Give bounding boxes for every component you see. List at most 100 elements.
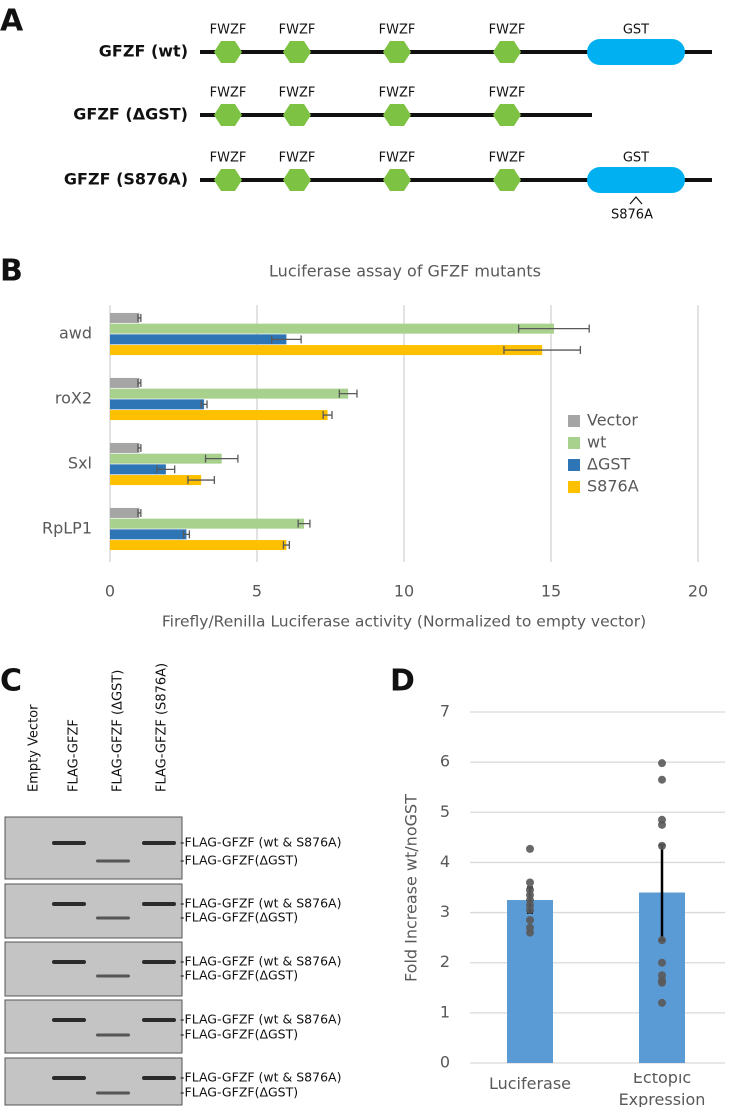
mutation-label: S876A [611,208,653,223]
fwzf-domain [493,169,521,191]
error-bar [271,335,302,344]
error-bar [204,454,239,463]
fwzf-domain [493,104,521,126]
lane-label: FLAG-GFZF (ΔGST) [111,670,126,792]
band-label: -FLAG-GFZF(ΔGST) [180,968,298,983]
fwzf-domain [383,169,411,191]
band-label: -FLAG-GFZF (wt & S876A) [180,954,341,969]
legend-swatch [568,459,580,471]
y-tick-label: 4 [440,852,450,871]
error-bar [187,476,216,485]
y-tick-label: RpLP1 [42,519,92,538]
error-bar [297,519,311,528]
bar [110,475,202,486]
y-tick-label: 5 [440,802,450,821]
construct-name: GFZF (wt) [99,42,188,61]
blot-band [142,841,176,845]
data-point [658,998,666,1007]
legend-label: Vector [587,411,638,430]
x-tick-label: 15 [541,582,561,601]
error-bar [137,443,142,452]
fwzf-domain [283,41,311,63]
x-tick-label: 20 [688,582,708,601]
error-bar [282,541,290,550]
x-tick-label-box: Ectopic Expression [618,1073,706,1107]
domain-label: FWZF [489,86,526,101]
band-label: -FLAG-GFZF (wt & S876A) [180,1070,341,1085]
bar [110,453,222,464]
y-tick-label: 3 [440,902,450,921]
bar [110,399,205,410]
y-tick-label: 7 [440,702,450,721]
lane-label: FLAG-GFZF [67,719,82,792]
blot-band [96,974,130,978]
legend-label: wt [587,433,606,452]
band-label: -FLAG-GFZF (wt & S876A) [180,835,341,850]
lane-label: FLAG-GFZF (S876A) [155,663,170,792]
fwzf-domain [214,104,242,126]
band-label: -FLAG-GFZF(ΔGST) [180,853,298,868]
domain-label: FWZF [210,86,247,101]
x-axis-label: Firefly/Renilla Luciferase activity (Nor… [162,613,646,631]
bar [110,518,305,529]
x-tick-label: 5 [252,582,262,601]
bar [110,334,287,345]
bar [110,507,140,518]
error-bar [338,389,358,398]
band-label: -FLAG-GFZF(ΔGST) [180,1085,298,1100]
fwzf-domain [383,104,411,126]
data-point [658,978,666,987]
fwzf-domain [283,169,311,191]
y-tick-label: roX2 [55,389,92,408]
y-tick-label: Sxl [68,454,92,473]
band-label: -FLAG-GFZF (wt & S876A) [180,896,341,911]
domain-label: FWZF [379,23,416,38]
bar [110,442,140,453]
band-label: -FLAG-GFZF(ΔGST) [180,1027,298,1042]
panel-label: B [0,254,23,289]
x-tick-label: 10 [394,582,414,601]
domain-label: GST [623,23,649,38]
bar [110,464,166,475]
panel-label: D [390,664,415,699]
blot-band [96,859,130,863]
fwzf-domain [383,41,411,63]
legend-label: ΔGST [587,455,631,474]
bar [110,323,554,334]
mutation-caret [629,196,643,205]
domain-label: FWZF [210,151,247,166]
panel-label: C [0,664,22,699]
y-tick-label: 2 [440,952,450,971]
chart-title: Luciferase assay of GFZF mutants [269,262,541,281]
y-tick-label: 0 [440,1053,450,1072]
bar [110,540,287,551]
construct-name: GFZF (S876A) [64,170,188,189]
error-bar [503,346,582,355]
gst-domain [587,39,685,65]
blot-band [96,1091,130,1095]
error-bar [322,411,333,420]
data-point [658,775,666,784]
blot-band [142,960,176,964]
legend-swatch [568,415,580,427]
x-tick-label: 0 [105,582,115,601]
blot-strip [4,816,183,880]
gst-domain [587,167,685,193]
data-point [658,958,666,967]
data-point [658,820,666,829]
blot-strip [4,883,183,939]
domain-label: FWZF [489,23,526,38]
blot-band [52,841,86,845]
error-bar [137,508,142,517]
blot-strip [4,941,183,997]
domain-label: FWZF [379,151,416,166]
x-tick-label: Luciferase [488,1074,572,1093]
blot-band [52,1076,86,1080]
blot-band [52,902,86,906]
bar [110,410,328,421]
error-bar [518,324,590,333]
bar [110,377,140,388]
x-tick-label: Ectopic Expression [618,1073,706,1107]
data-point [526,906,534,915]
